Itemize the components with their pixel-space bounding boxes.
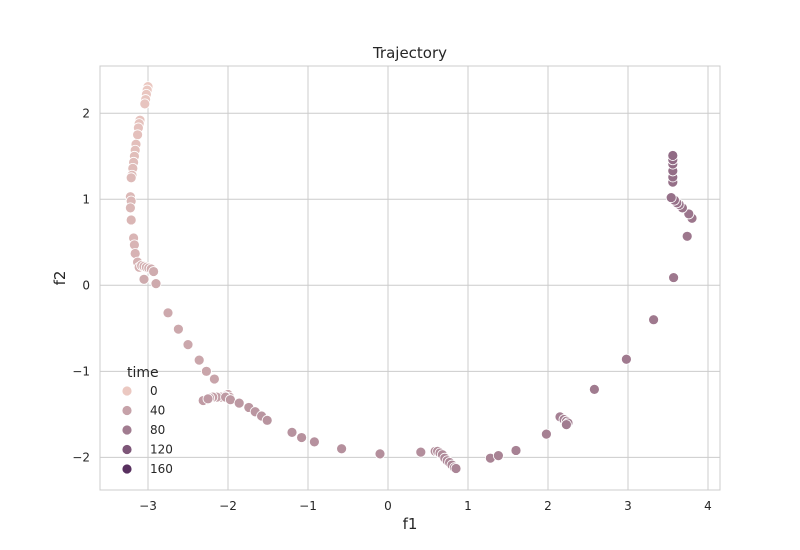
data-point — [561, 419, 572, 431]
data-point — [668, 272, 679, 283]
data-point — [286, 426, 298, 438]
data-point — [139, 98, 151, 110]
data-point — [124, 202, 136, 214]
data-point — [162, 307, 174, 319]
data-point — [233, 397, 245, 409]
y-tick-label: 1 — [82, 192, 90, 206]
plot-area — [99, 65, 721, 491]
data-point — [202, 393, 214, 405]
y-axis-label: f2 — [51, 271, 69, 286]
data-point — [374, 448, 386, 460]
legend-label: 80 — [150, 423, 165, 437]
legend-marker — [121, 424, 133, 436]
y-tick-label: −2 — [72, 450, 90, 464]
y-tick-labels: 2 1 0 −1 −2 — [72, 106, 90, 464]
x-tick-label: 0 — [384, 499, 392, 513]
legend-marker — [121, 444, 133, 455]
legend-label: 120 — [150, 443, 173, 457]
data-point — [648, 314, 659, 326]
data-point — [415, 446, 427, 458]
data-point — [510, 445, 522, 456]
data-point — [492, 450, 504, 461]
data-point — [681, 230, 693, 242]
data-point — [296, 432, 308, 443]
data-point — [450, 463, 462, 474]
data-point — [336, 443, 348, 455]
x-tick-label: −1 — [299, 499, 317, 513]
data-point — [665, 192, 677, 203]
data-point — [667, 150, 679, 161]
x-tick-labels: −3 −2 −1 0 1 2 3 4 — [139, 499, 712, 513]
data-point — [138, 273, 150, 285]
y-tick-label: 2 — [82, 106, 90, 120]
data-point — [308, 436, 320, 448]
data-point — [208, 373, 220, 385]
legend-marker — [121, 463, 133, 475]
legend-label: 40 — [150, 404, 165, 418]
data-point — [125, 172, 137, 184]
x-tick-label: −3 — [139, 499, 157, 513]
data-point — [261, 414, 273, 426]
chart-title: Trajectory — [372, 44, 447, 62]
data-point — [125, 214, 137, 226]
x-tick-label: −2 — [219, 499, 237, 513]
legend-marker — [121, 405, 133, 416]
y-tick-label: −1 — [72, 364, 90, 378]
legend: time 0 40 80 120 160 — [121, 365, 173, 476]
data-points — [124, 81, 698, 474]
data-point — [150, 278, 162, 289]
x-tick-label: 3 — [624, 499, 632, 513]
x-axis-label: f1 — [403, 515, 418, 533]
legend-label: 0 — [150, 384, 158, 398]
x-tick-label: 4 — [704, 499, 712, 513]
data-point — [132, 129, 144, 141]
data-point — [193, 354, 205, 366]
data-point — [621, 353, 632, 365]
x-tick-label: 2 — [544, 499, 552, 513]
data-point — [200, 365, 212, 377]
y-tick-label: 0 — [82, 278, 90, 292]
legend-title: time — [127, 365, 159, 381]
data-point — [182, 339, 194, 351]
legend-marker — [121, 385, 133, 397]
data-point — [589, 383, 600, 395]
x-tick-label: 1 — [464, 499, 472, 513]
data-point — [148, 266, 160, 277]
data-point — [172, 323, 184, 335]
legend-label: 160 — [150, 462, 173, 476]
data-point — [541, 428, 552, 440]
